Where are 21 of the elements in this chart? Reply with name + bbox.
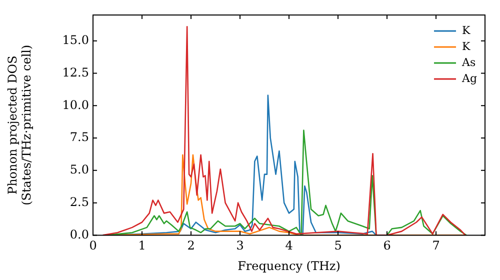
x-tick-label: 5 [334,238,342,253]
y-tick-label: 2.5 [70,194,89,209]
y-tick-label: 0.0 [70,227,89,242]
y-tick-label: 5.0 [70,162,89,177]
x-tick-label: 3 [236,238,244,253]
x-tick-label: 4 [285,238,294,253]
legend-label: As [461,56,476,69]
x-tick-label: 1 [138,238,146,253]
legend-label: K [462,40,472,53]
y-tick-label: 12.5 [62,65,89,80]
x-tick-label: 7 [432,238,440,253]
x-tick-label: 6 [383,238,391,253]
x-axis-title: Frequency (THz) [238,258,340,273]
y-tick-label: 10.0 [62,98,89,112]
legend-label: K [462,24,472,37]
x-tick-label: 0 [89,238,97,253]
y-tick-label: 15.0 [62,33,89,48]
y-tick-label: 7.5 [70,130,89,144]
x-tick-label: 2 [187,238,195,253]
y-axis-title: Phonon projected DOS (States/THz·primitive cell) [5,44,34,206]
legend-label: Ag [461,72,478,85]
